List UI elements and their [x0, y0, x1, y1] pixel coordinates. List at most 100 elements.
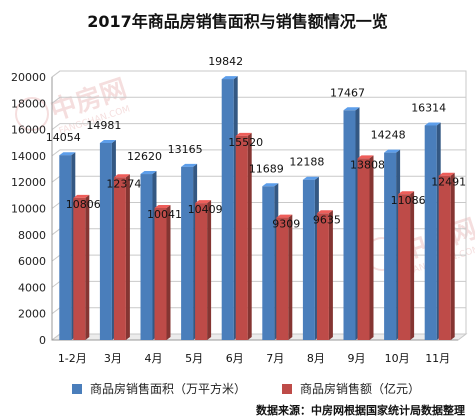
bar-sales [154, 207, 167, 340]
bar-sales [357, 158, 370, 340]
bar-sales [235, 135, 248, 340]
x-tick-label: 3月 [104, 352, 122, 365]
bar-sales-top [73, 194, 90, 198]
y-tick-label: 2000 [18, 308, 46, 321]
bar-area [59, 155, 72, 340]
data-label-area: 16314 [411, 101, 446, 114]
bar-sales-side [85, 194, 90, 340]
y-tick-label: 16000 [11, 124, 46, 137]
data-label-sales: 13808 [350, 158, 385, 171]
bar-sales-top [235, 132, 252, 136]
y-tick-label: 4000 [18, 281, 46, 294]
bar-area-top [59, 152, 76, 156]
bar-area [140, 174, 153, 340]
bar-sales [73, 197, 86, 340]
bar-sales-side [166, 204, 171, 340]
bar-area [99, 142, 112, 340]
gridline [51, 123, 466, 131]
x-tick-label: 1-2月 [58, 352, 87, 365]
data-label-sales: 9635 [313, 213, 341, 226]
data-label-area: 13165 [168, 143, 203, 156]
bar-sales-top [398, 191, 415, 195]
bar-sales-top [276, 214, 293, 218]
bar-area [424, 125, 437, 340]
bar-sales-side [247, 132, 252, 340]
data-label-sales: 12374 [106, 177, 141, 190]
gridline [51, 149, 466, 157]
legend: 商品房销售面积（万平方米） 商品房销售额（亿元） [0, 380, 475, 398]
bar-area-top [384, 149, 401, 153]
bar-sales-side [369, 155, 374, 340]
y-tick-label: 14000 [11, 150, 46, 163]
bar-area-top [343, 107, 360, 111]
x-tick-label: 5月 [185, 352, 203, 365]
bar-sales-top [113, 174, 130, 178]
x-tick-label: 11月 [425, 352, 450, 365]
bar-sales-side [125, 174, 130, 340]
bar-sales-top [438, 172, 455, 176]
bar-area-top [221, 76, 238, 80]
y-tick-label: 12000 [11, 176, 46, 189]
x-tick-label: 7月 [266, 352, 284, 365]
data-label-sales: 12491 [431, 176, 466, 189]
bar-area-top [302, 176, 319, 180]
bar-area [262, 186, 275, 340]
bar-area [343, 110, 356, 340]
legend-swatch-area [72, 383, 82, 394]
data-label-area: 14981 [86, 119, 121, 132]
legend-item-sales: 商品房销售额（亿元） [282, 380, 420, 397]
y-tick-label: 6000 [18, 255, 46, 268]
data-label-sales: 10409 [188, 203, 223, 216]
y-tick-label: 20000 [11, 71, 46, 84]
data-label-sales: 11086 [391, 194, 426, 207]
x-tick-label: 10月 [385, 352, 410, 365]
bar-area-top [262, 183, 279, 187]
y-tick-label: 10000 [11, 203, 46, 216]
chart-title: 2017年商品房销售面积与销售额情况一览 [87, 12, 388, 31]
x-tick-label: 6月 [226, 352, 244, 365]
data-label-area: 14054 [46, 131, 81, 144]
data-label-area: 17467 [330, 86, 365, 99]
bar-sales-top [316, 210, 333, 214]
bar-sales [195, 203, 208, 340]
bar-sales [113, 177, 126, 340]
bar-sales-side [207, 200, 212, 340]
y-tick-label: 8000 [18, 229, 46, 242]
y-tick-label: 0 [39, 334, 46, 347]
data-label-area: 14248 [371, 129, 406, 142]
bar-sales-side [410, 191, 415, 340]
bar-area [221, 79, 234, 340]
bar-sales [316, 213, 329, 340]
gridline [51, 70, 466, 78]
legend-swatch-sales [282, 383, 292, 394]
bar-area [384, 152, 397, 340]
data-label-sales: 10041 [147, 208, 182, 221]
bar-sales-top [154, 204, 171, 208]
bar-area-top [140, 171, 157, 175]
bar-sales-side [288, 214, 293, 340]
bar-sales-side [328, 210, 333, 340]
legend-label-sales: 商品房销售额（亿元） [300, 382, 421, 396]
data-label-sales: 9309 [272, 218, 300, 231]
data-label-sales: 15520 [228, 136, 263, 149]
bar-sales [398, 194, 411, 340]
source-note: 数据来源：中房网根据国家统计局数据整理 [256, 404, 465, 417]
bar-area [302, 179, 315, 340]
data-label-sales: 10806 [66, 198, 101, 211]
bar-area-top [181, 163, 198, 167]
data-label-area: 11689 [249, 162, 284, 175]
x-tick-label: 8月 [307, 352, 325, 365]
data-label-area: 12188 [289, 156, 324, 169]
x-tick-label: 9月 [348, 352, 366, 365]
bar-sales [276, 217, 289, 340]
bar-sales [438, 175, 451, 340]
legend-item-area: 商品房销售面积（万平方米） [72, 380, 246, 397]
bar-area [181, 166, 194, 340]
bar-area-top [99, 139, 116, 143]
bar-sales-top [195, 200, 212, 204]
bar-sales-side [450, 172, 455, 340]
legend-label-area: 商品房销售面积（万平方米） [90, 382, 247, 396]
data-label-area: 12620 [127, 150, 162, 163]
